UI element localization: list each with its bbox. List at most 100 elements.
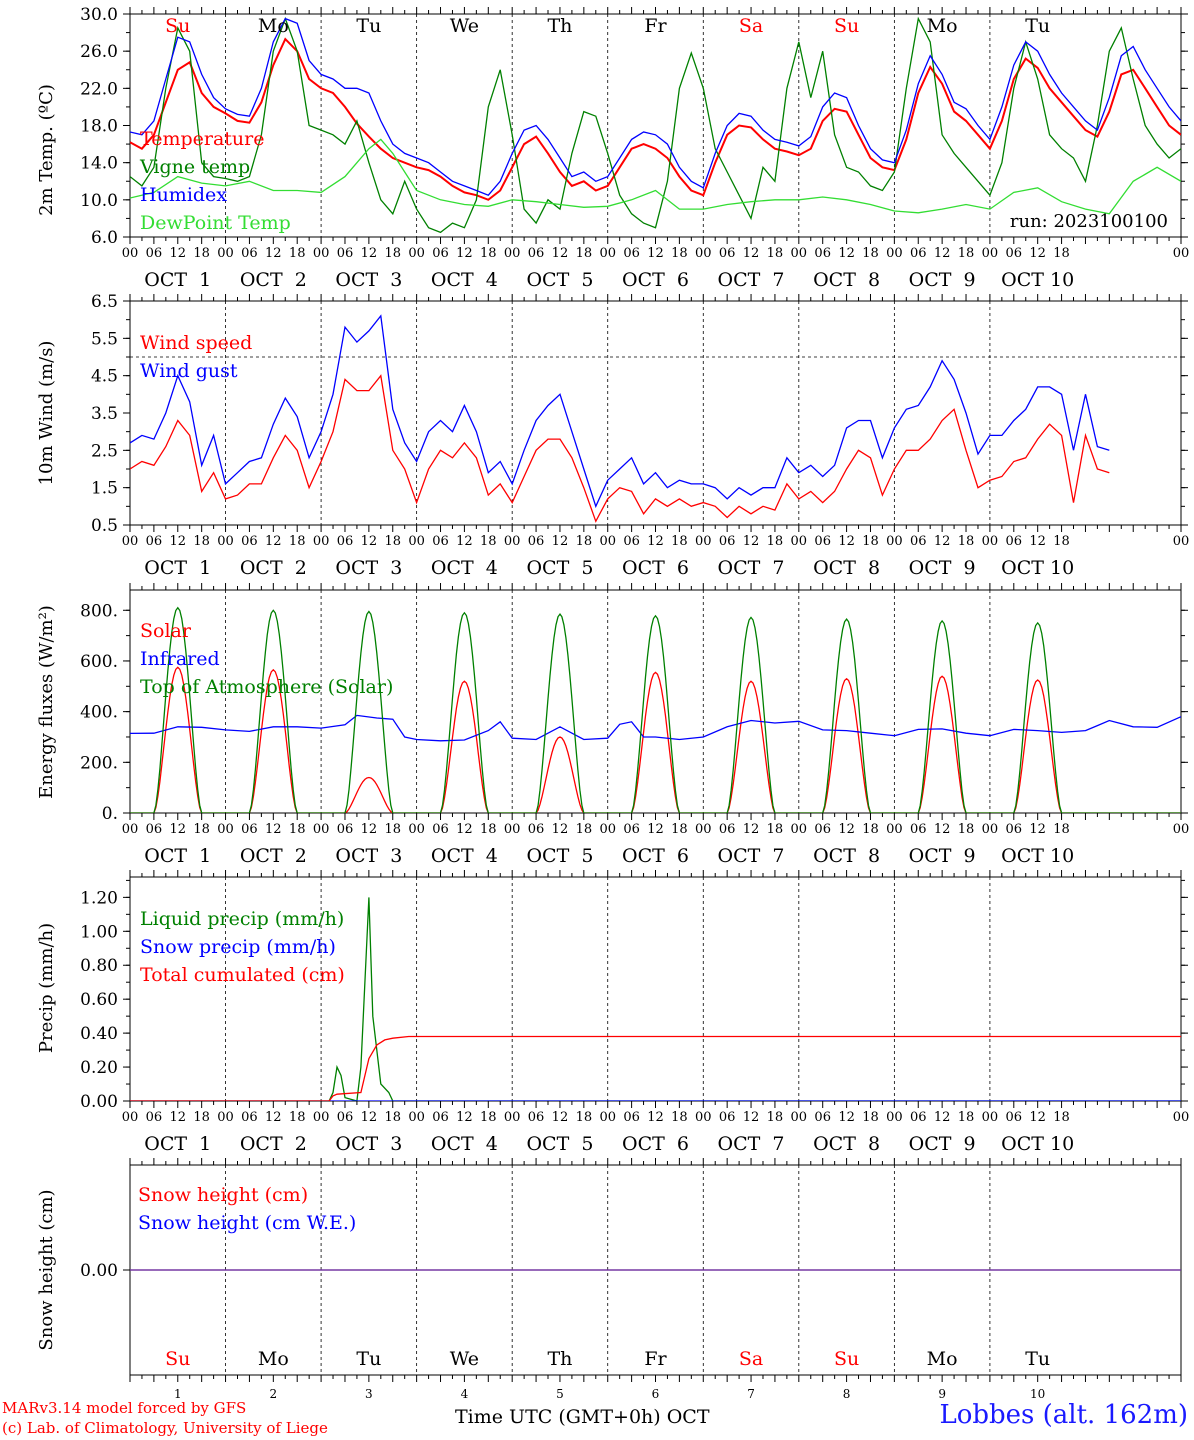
series-line-total-cumulated-cm-: [130, 1035, 1181, 1101]
hour-tick-label: 18: [289, 246, 306, 261]
hour-tick-label: 18: [193, 246, 210, 261]
hour-tick-label: 06: [337, 1110, 354, 1125]
plot-frame: [129, 300, 1182, 526]
x-axis-label: Time UTC (GMT+0h) OCT: [455, 1406, 710, 1428]
hour-tick-label: 06: [528, 246, 545, 261]
day-name-bottom: Fr: [644, 1348, 667, 1370]
day-name: Su: [165, 15, 190, 37]
hour-tick-label: 00: [217, 246, 234, 261]
hour-tick-label: 00: [791, 246, 808, 261]
hour-tick-label: 00: [313, 1110, 330, 1125]
date-label: OCT 4: [431, 269, 498, 291]
hour-tick-label: 18: [862, 534, 879, 549]
day-name-bottom: We: [450, 1348, 479, 1370]
y-axis-label: 2m Temp. (ºC): [36, 84, 57, 216]
panel-energy: 0. 200. 400. 600. 800. Energy fluxes (W/m²) 00…: [36, 583, 1189, 867]
legend-entry: Infrared: [140, 648, 220, 670]
hour-tick-label: 18: [767, 534, 784, 549]
hour-tick-label: 06: [1006, 534, 1023, 549]
hour-tick-label: 06: [241, 534, 258, 549]
hour-tick-label: 00: [599, 534, 616, 549]
day-number: 7: [747, 1387, 755, 1401]
hour-tick-label: 00: [1173, 534, 1190, 549]
hour-tick-label: 00: [408, 534, 425, 549]
date-label: OCT 4: [431, 557, 498, 579]
y-tick-label: 1.00: [80, 922, 118, 942]
series-line-infrared: [130, 714, 1181, 742]
hour-tick-label: 12: [456, 1110, 473, 1125]
date-label: OCT 2: [240, 1133, 307, 1155]
day-number: 2: [269, 1387, 277, 1401]
date-label: OCT 8: [813, 845, 880, 867]
hour-tick-label: 06: [910, 534, 927, 549]
hour-tick-label: 18: [576, 822, 593, 837]
hour-tick-label: 06: [814, 246, 831, 261]
date-label: OCT 3: [335, 845, 402, 867]
hour-tick-label: 18: [480, 246, 497, 261]
hour-tick-label: 00: [1173, 246, 1190, 261]
date-label: OCT 7: [718, 845, 785, 867]
hour-tick-label: 12: [647, 1110, 664, 1125]
hour-tick-label: 00: [886, 246, 903, 261]
hour-tick-label: 00: [599, 246, 616, 261]
hour-tick-label: 12: [361, 534, 378, 549]
y-tick-label: 800.: [80, 601, 118, 621]
date-label: OCT 10: [1001, 557, 1074, 579]
day-name-bottom: Su: [834, 1348, 859, 1370]
date-label: OCT 9: [909, 557, 976, 579]
date-label: OCT 9: [909, 845, 976, 867]
hour-tick-label: 18: [767, 1110, 784, 1125]
hour-tick-label: 12: [456, 534, 473, 549]
hour-tick-label: 06: [623, 246, 640, 261]
panel-precip: 0.00 0.20 0.40 0.60 0.80 1.00 1.20 Precip (mm/h…: [36, 870, 1189, 1155]
hour-tick-label: 18: [671, 822, 688, 837]
hour-tick-label: 00: [504, 246, 521, 261]
hour-tick-label: 12: [743, 246, 760, 261]
date-label: OCT 3: [335, 557, 402, 579]
hour-tick-label: 00: [599, 1110, 616, 1125]
hour-tick-label: 00: [408, 822, 425, 837]
legend-entry: Wind gust: [140, 360, 238, 382]
legend-entry: Wind speed: [140, 332, 252, 354]
hour-tick-label: 18: [193, 1110, 210, 1125]
date-label: OCT 8: [813, 557, 880, 579]
date-label: OCT 8: [813, 1133, 880, 1155]
hour-tick-label: 12: [361, 822, 378, 837]
hour-tick-label: 00: [408, 1110, 425, 1125]
date-label: OCT 3: [335, 1133, 402, 1155]
legend-entry: Liquid precip (mm/h): [140, 908, 344, 930]
hour-tick-label: 00: [313, 246, 330, 261]
hour-tick-label: 00: [982, 534, 999, 549]
y-tick-label: 18.0: [80, 117, 118, 137]
hour-tick-label: 18: [480, 534, 497, 549]
hour-tick-label: 00: [695, 246, 712, 261]
hour-tick-label: 06: [146, 822, 163, 837]
day-name: Su: [834, 15, 859, 37]
day-name: We: [450, 15, 479, 37]
plot-frame: [129, 589, 1182, 814]
hour-tick-label: 18: [958, 246, 975, 261]
hour-tick-label: 00: [217, 534, 234, 549]
y-tick-label: 22.0: [80, 79, 118, 99]
day-name: Sa: [739, 15, 763, 37]
date-label: OCT 1: [144, 1133, 211, 1155]
y-tick-label: 0.20: [80, 1058, 118, 1078]
y-tick-label: 0.80: [80, 956, 118, 976]
hour-tick-label: 06: [623, 534, 640, 549]
hour-tick-label: 12: [552, 246, 569, 261]
hour-tick-label: 12: [1029, 822, 1046, 837]
hour-tick-label: 00: [313, 534, 330, 549]
hour-tick-label: 06: [432, 1110, 449, 1125]
hour-tick-label: 12: [1029, 534, 1046, 549]
date-label: OCT 6: [622, 269, 689, 291]
series-group: [130, 314, 1110, 523]
y-tick-label: 1.20: [80, 888, 118, 908]
hour-tick-label: 18: [384, 1110, 401, 1125]
y-tick-label: 200.: [80, 753, 118, 773]
hour-tick-label: 00: [886, 534, 903, 549]
day-name-bottom: Th: [547, 1348, 572, 1370]
hour-tick-label: 12: [934, 534, 951, 549]
hour-tick-label: 06: [719, 822, 736, 837]
y-tick-label: 30.0: [80, 5, 118, 25]
